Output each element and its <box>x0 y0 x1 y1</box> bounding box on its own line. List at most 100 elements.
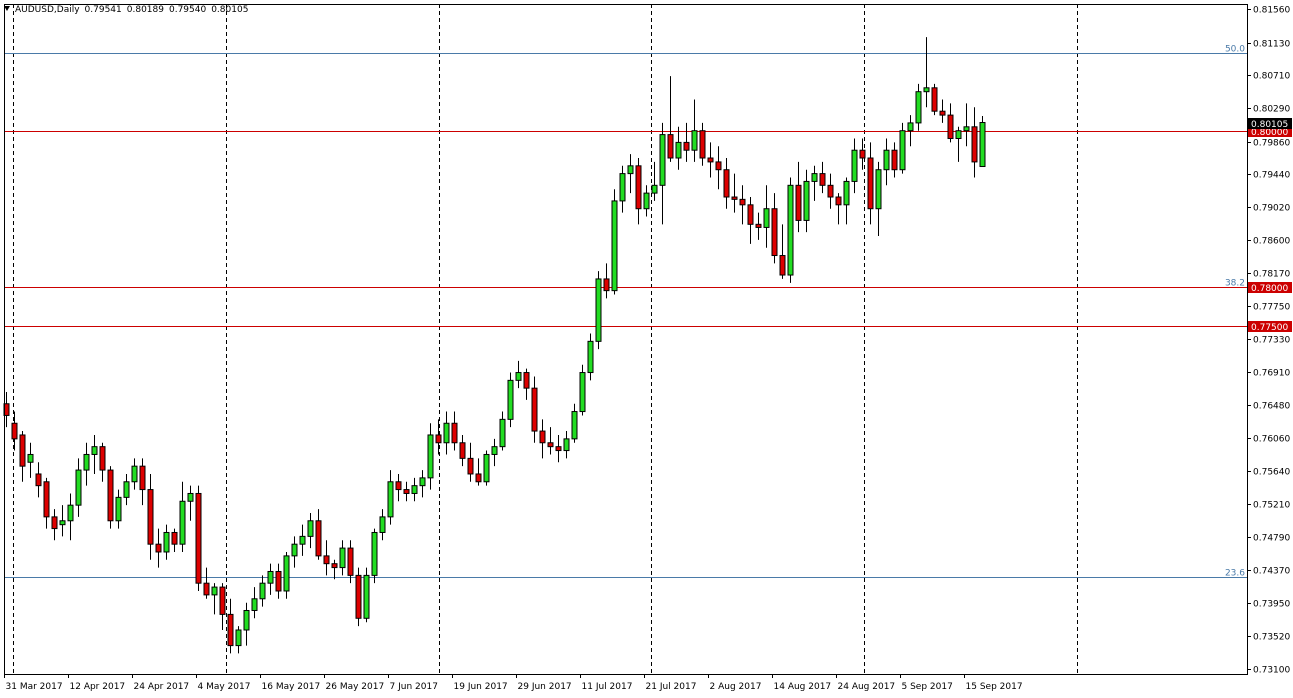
candle <box>539 419 546 459</box>
candle <box>659 122 666 225</box>
candle <box>427 423 434 490</box>
candle-body <box>795 184 802 221</box>
candle <box>955 126 962 162</box>
candle <box>347 540 354 584</box>
price-tick-label: 0.73100 <box>1253 666 1290 676</box>
candle-body <box>547 442 554 448</box>
candle-body <box>35 473 42 487</box>
candle-body <box>539 430 546 444</box>
candle <box>67 493 74 541</box>
candle <box>875 161 882 237</box>
candle-body <box>59 520 66 526</box>
candle-body <box>379 516 386 533</box>
time-tick-label: 31 Mar 2017 <box>6 682 63 692</box>
candle <box>147 473 154 560</box>
time-axis: 31 Mar 2017 12 Apr 2017 24 Apr 2017 4 May 2… <box>4 674 1023 692</box>
candle <box>523 368 530 400</box>
candle <box>619 165 626 213</box>
candle-body <box>75 469 82 506</box>
price-tick-label: 0.78170 <box>1253 270 1290 280</box>
candle <box>667 76 674 162</box>
candle <box>627 154 634 194</box>
candle-body <box>107 469 114 522</box>
candle <box>387 470 394 525</box>
candle-body <box>195 492 202 584</box>
candle <box>91 434 98 474</box>
candle <box>547 427 554 455</box>
candle <box>83 442 90 486</box>
time-tick-label: 12 Apr 2017 <box>70 682 126 692</box>
candle <box>563 431 570 459</box>
candle-body <box>355 574 362 619</box>
candle-body <box>403 489 410 494</box>
candle <box>787 177 794 283</box>
candle <box>27 442 34 478</box>
price-tick-label: 0.79020 <box>1253 204 1290 214</box>
candle-body <box>915 91 922 124</box>
candle-body <box>219 586 226 615</box>
candle <box>459 434 466 467</box>
candle <box>675 126 682 170</box>
candle <box>859 138 866 170</box>
price-line-box <box>1248 321 1292 332</box>
candle-body <box>899 130 906 171</box>
candle <box>363 567 370 623</box>
candle-body <box>147 489 154 545</box>
candle-body <box>339 547 346 569</box>
close-value: 0.80105 <box>211 5 249 15</box>
candle-body <box>11 422 18 440</box>
candle-body <box>819 173 826 186</box>
candle <box>803 169 810 233</box>
time-tick-label: 26 May 2017 <box>326 682 385 692</box>
candle-body <box>891 149 898 171</box>
candle-body <box>843 180 850 206</box>
candle <box>107 466 114 529</box>
candle <box>483 450 490 486</box>
candle-body <box>227 613 234 647</box>
candle <box>979 115 986 168</box>
candle-body <box>443 422 450 444</box>
candle-body <box>979 122 986 168</box>
candle-body <box>363 574 370 619</box>
candle <box>683 122 690 162</box>
price-tick-label: 0.73520 <box>1253 633 1290 643</box>
fib-label: 50.0 <box>1225 45 1245 55</box>
chart-header: AUDUSD,Daily 0.79541 0.80189 0.79540 0.80105 <box>4 5 253 15</box>
candle-body <box>787 184 794 276</box>
candle <box>771 193 778 264</box>
time-tick-label: 14 Aug 2017 <box>774 682 832 692</box>
dropdown-triangle-icon[interactable] <box>4 6 10 11</box>
candle-body <box>531 387 538 432</box>
time-tick-label: 7 Jun 2017 <box>390 682 438 692</box>
low-value: 0.79540 <box>168 5 207 15</box>
chart-frame <box>4 4 1248 675</box>
candle <box>43 477 50 529</box>
candle <box>827 173 834 209</box>
time-tick-label: 16 May 2017 <box>262 682 321 692</box>
candle <box>491 438 498 467</box>
candle <box>379 509 386 541</box>
candle <box>651 161 658 201</box>
candle-body <box>947 114 954 140</box>
current-price-label: 0.80105 <box>1251 120 1288 130</box>
candle-body <box>619 173 626 202</box>
time-tick-label: 4 May 2017 <box>198 682 251 692</box>
time-tick-label: 5 Sep 2017 <box>902 682 953 692</box>
candle-body <box>939 110 946 116</box>
candle-body <box>483 453 490 483</box>
candle-body <box>115 496 122 522</box>
candle <box>811 165 818 201</box>
candle <box>587 333 594 381</box>
candle <box>755 212 762 240</box>
candle <box>203 567 210 599</box>
candle <box>635 158 642 225</box>
plot-border <box>4 4 1248 675</box>
candle-body <box>51 516 58 530</box>
candle-body <box>627 165 634 175</box>
candle-body <box>155 543 162 553</box>
candle <box>371 528 378 584</box>
candle-body <box>283 555 290 592</box>
candle <box>963 103 970 147</box>
candle-body <box>507 379 514 420</box>
